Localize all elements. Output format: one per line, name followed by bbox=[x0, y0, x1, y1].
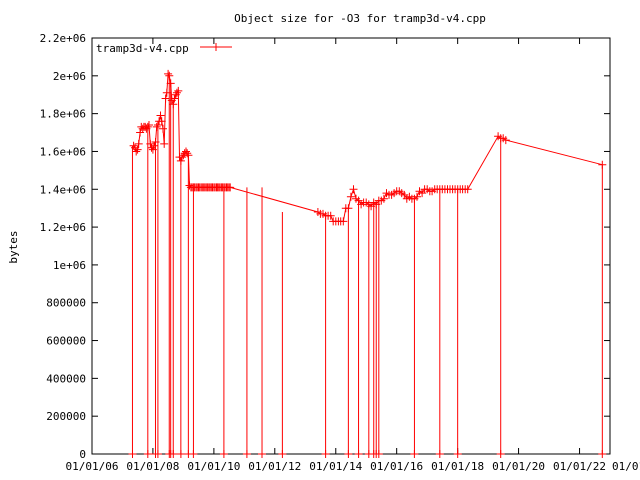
spike-point bbox=[598, 450, 607, 458]
spike-point bbox=[496, 450, 505, 458]
y-tick-label: 600000 bbox=[46, 335, 86, 348]
spike-lines bbox=[128, 75, 607, 458]
series-tramp3d bbox=[129, 69, 607, 226]
spike-point bbox=[321, 450, 330, 458]
y-tick-label: 1.4e+06 bbox=[40, 183, 86, 196]
data-point bbox=[156, 111, 165, 120]
y-axis: 0 200000 400000 600000 800000 1e+06 1.2e+06 1.4… bbox=[40, 32, 610, 461]
data-point bbox=[157, 117, 166, 126]
x-tick-label: 01/01/18 bbox=[431, 460, 484, 473]
series-line bbox=[133, 72, 603, 222]
chart-title: Object size for -O3 for tramp3d-v4.cpp bbox=[234, 12, 486, 25]
data-point bbox=[129, 141, 138, 150]
legend: tramp3d-v4.cpp bbox=[96, 42, 232, 55]
data-point bbox=[349, 185, 358, 194]
data-point bbox=[463, 185, 472, 194]
x-tick-label: 01/01/22 bbox=[553, 460, 606, 473]
data-point bbox=[152, 122, 161, 131]
data-point bbox=[172, 88, 181, 97]
y-tick-label: 1.2e+06 bbox=[40, 221, 86, 234]
y-tick-label: 2.2e+06 bbox=[40, 32, 86, 45]
x-tick-label: 01/01/06 bbox=[66, 460, 119, 473]
y-tick-label: 1.8e+06 bbox=[40, 108, 86, 121]
data-point bbox=[226, 183, 235, 192]
spike-point bbox=[242, 450, 251, 458]
data-point bbox=[145, 121, 153, 129]
y-tick-label: 800000 bbox=[46, 297, 86, 310]
data-point bbox=[174, 86, 183, 95]
spike-point bbox=[374, 450, 383, 458]
y-tick-label: 400000 bbox=[46, 372, 86, 385]
spike-point bbox=[128, 450, 137, 458]
data-point bbox=[133, 145, 142, 154]
data-point bbox=[501, 136, 510, 145]
data-point bbox=[339, 217, 348, 226]
x-tick-label: 01/01/10 bbox=[187, 460, 240, 473]
data-point bbox=[161, 94, 170, 103]
data-point bbox=[326, 211, 335, 220]
y-tick-label: 200000 bbox=[46, 410, 86, 423]
spike-point bbox=[153, 450, 162, 458]
y-tick-label: 1.6e+06 bbox=[40, 145, 86, 158]
data-point bbox=[134, 139, 143, 148]
spike-point bbox=[344, 450, 353, 458]
data-point bbox=[170, 94, 179, 103]
data-point bbox=[183, 149, 192, 158]
data-point bbox=[346, 192, 355, 201]
spike-point bbox=[169, 450, 178, 458]
y-tick-label: 0 bbox=[79, 448, 86, 461]
spike-point bbox=[219, 450, 228, 458]
spike-point bbox=[189, 450, 198, 458]
x-tick-label: 01/01/16 bbox=[370, 460, 423, 473]
y-tick-label: 2e+06 bbox=[53, 70, 86, 83]
spike-point bbox=[176, 450, 185, 458]
legend-marker bbox=[212, 43, 220, 51]
data-point bbox=[413, 192, 421, 201]
x-tick-label: 01/01/14 bbox=[309, 460, 362, 473]
x-tick-label: 01/01/20 bbox=[492, 460, 545, 473]
spike-point bbox=[410, 450, 419, 458]
y-axis-label: bytes bbox=[7, 230, 20, 263]
x-axis: 01/01/06 01/01/08 01/01/10 01/01/12 01/01/14… bbox=[66, 38, 640, 473]
spike-point bbox=[453, 450, 462, 458]
data-point bbox=[160, 139, 169, 148]
x-tick-label: 01/01/08 bbox=[126, 460, 179, 473]
spike-point bbox=[278, 450, 287, 458]
y-tick-label: 1e+06 bbox=[53, 259, 86, 272]
x-tick-label: 01/01/12 bbox=[248, 460, 301, 473]
spike-point bbox=[435, 450, 444, 458]
spike-point bbox=[143, 450, 152, 458]
x-tick-label: 01/01/24 bbox=[612, 460, 640, 473]
spike-point bbox=[354, 450, 363, 458]
data-point bbox=[159, 124, 167, 133]
data-point bbox=[150, 141, 159, 150]
data-point bbox=[132, 147, 141, 156]
data-point bbox=[379, 194, 388, 203]
data-point bbox=[164, 69, 173, 78]
spike-point bbox=[258, 450, 266, 458]
legend-label: tramp3d-v4.cpp bbox=[96, 42, 189, 55]
